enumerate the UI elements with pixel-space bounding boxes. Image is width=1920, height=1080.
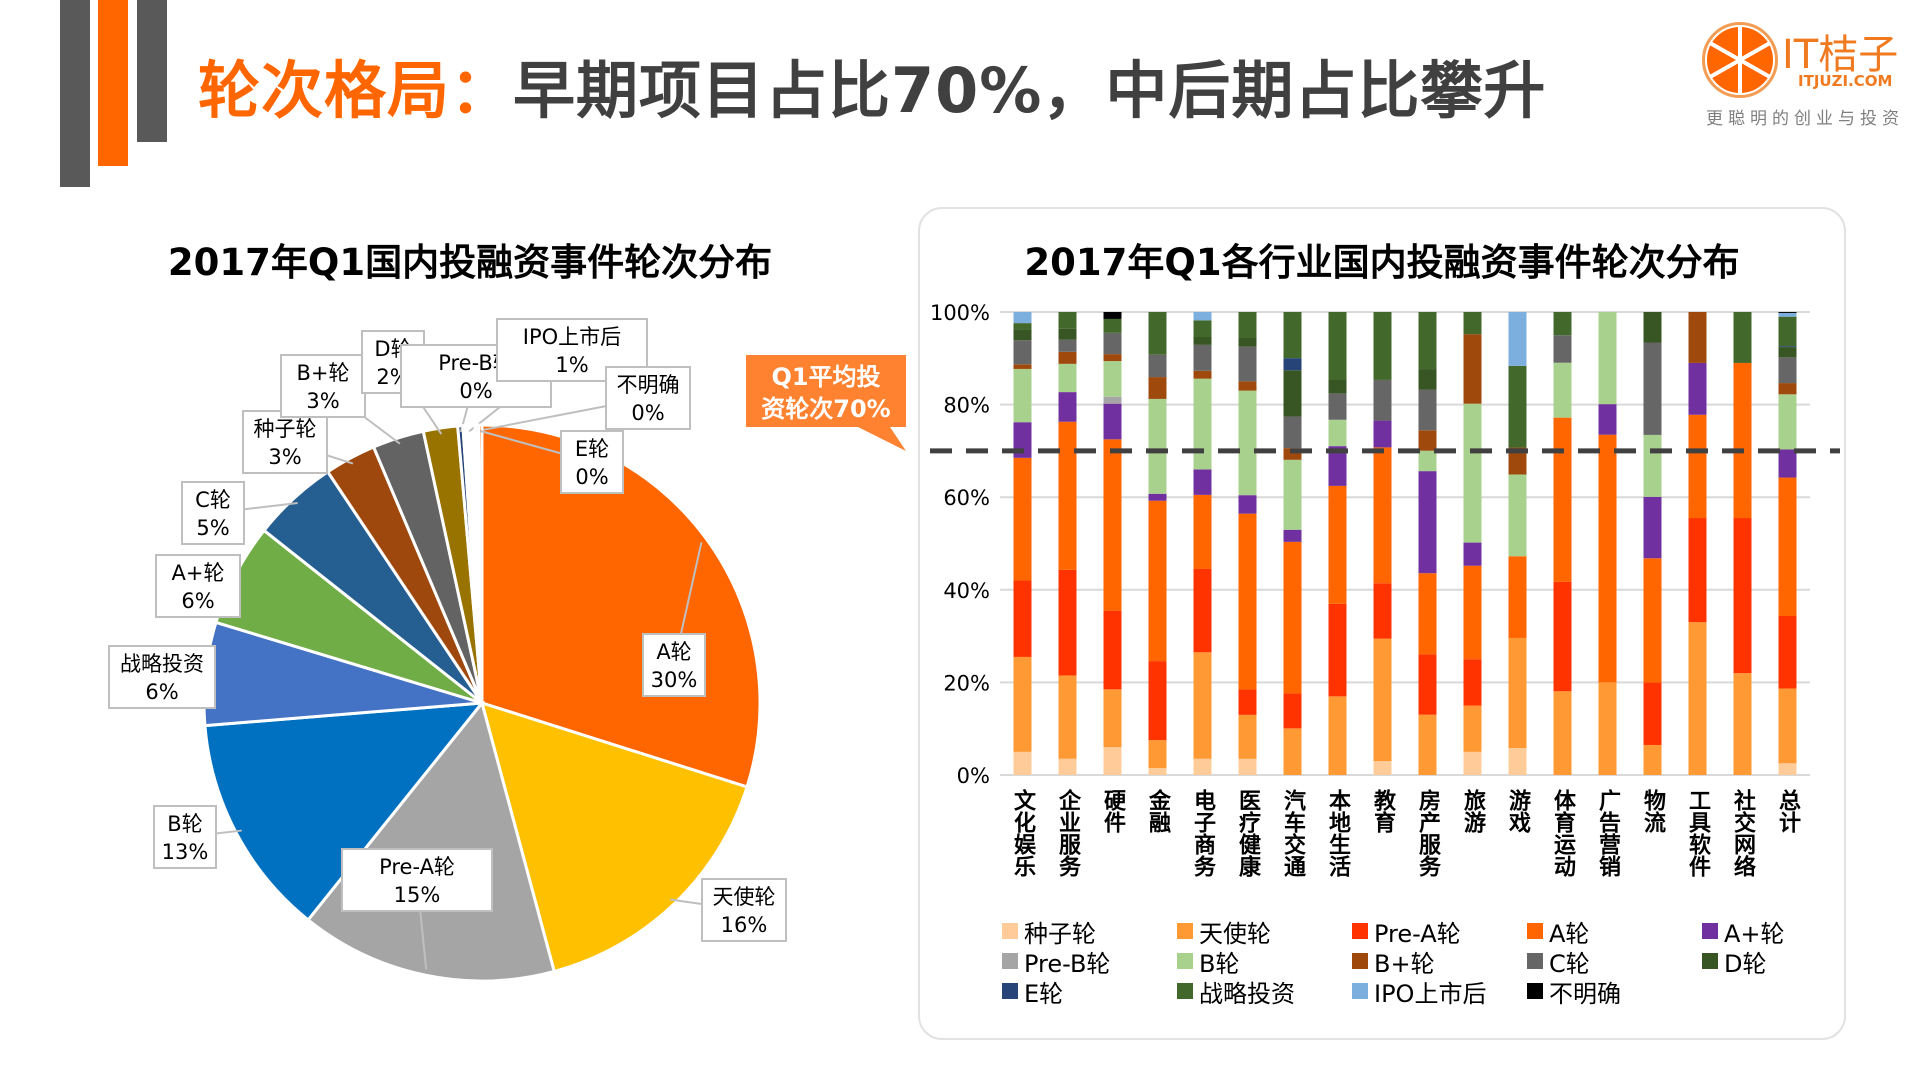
- company-logo: IT桔子 ITJUZI.COM 更聪明的创业与投资: [1698, 18, 1908, 129]
- pie-data-label-box: [341, 848, 493, 912]
- header-decoration-bar: [60, 0, 90, 187]
- legend-swatch: [1177, 923, 1193, 939]
- pie-data-label-box: [560, 430, 624, 494]
- pie-data-label-value: 0%: [631, 401, 664, 425]
- pie-data-label-category: B+轮: [296, 361, 349, 385]
- callout-bubble: [746, 355, 906, 451]
- pie-data-label-value: 15%: [394, 883, 441, 907]
- pie-data-label-value: 0%: [575, 465, 608, 489]
- pie-data-label-value: 6%: [181, 589, 214, 613]
- pie-data-label-box: [701, 878, 787, 942]
- page-title: 轮次格局：早期项目占比70%，中后期占比攀升: [198, 40, 1546, 130]
- legend-item: 战略投资: [1177, 976, 1295, 1008]
- pie-data-label-box: [108, 645, 216, 709]
- pie-data-label-category: C轮: [195, 488, 231, 512]
- legend-item: Pre-B轮: [1002, 946, 1111, 978]
- page-title-topic: 轮次格局：: [198, 54, 514, 127]
- pie-data-label-box: [153, 805, 217, 869]
- pie-data-label-value: 6%: [145, 680, 178, 704]
- logo-name: IT桔子: [1782, 32, 1899, 78]
- average-round-callout: Q1平均投 资轮次70%: [746, 355, 906, 451]
- pie-data-label-value: 3%: [268, 445, 301, 469]
- header-decoration-bar: [137, 0, 167, 142]
- legend-label: A轮: [1549, 919, 1590, 948]
- legend-label: 不明确: [1549, 979, 1621, 1008]
- pie-data-label-category: Pre-A轮: [379, 855, 455, 879]
- bar-chart-title: 2017年Q1各行业国内投融资事件轮次分布: [1024, 241, 1740, 284]
- pie-data-label-box: [242, 410, 328, 474]
- header-decoration-bar-accent: [98, 0, 128, 166]
- legend-label: C轮: [1549, 949, 1590, 978]
- legend-swatch: [1702, 953, 1718, 969]
- legend-swatch: [1352, 983, 1368, 999]
- pie-chart: A轮 30% 天使轮 16% Pre-A轮 15% B轮 13% 战略投资 6% A+轮 6% C轮 5%…: [108, 318, 787, 983]
- callout-line-1: Q1平均投: [771, 363, 881, 391]
- legend-swatch: [1002, 983, 1018, 999]
- legend-item: A+轮: [1702, 916, 1785, 948]
- pie-data-label-category: A+轮: [172, 561, 225, 585]
- legend-swatch: [1527, 923, 1543, 939]
- callout-text: Q1平均投 资轮次70%: [746, 361, 906, 425]
- legend-label: 天使轮: [1199, 919, 1271, 948]
- legend-label: B轮: [1199, 949, 1240, 978]
- pie-data-label-box: [642, 633, 706, 697]
- pie-data-label-category: 战略投资: [120, 652, 204, 676]
- legend-item: 不明确: [1527, 976, 1621, 1008]
- legend-label: D轮: [1724, 949, 1767, 978]
- pie-data-label-category: 不明确: [617, 373, 680, 397]
- legend-label: IPO上市后: [1374, 979, 1487, 1008]
- legend-item: B+轮: [1352, 946, 1435, 978]
- logo-slogan: 更聪明的创业与投资: [1706, 109, 1904, 129]
- page-title-headline: 早期项目占比70%，中后期占比攀升: [513, 54, 1547, 127]
- callout-line-2: 资轮次70%: [761, 395, 891, 423]
- pie-data-label-value: 3%: [306, 389, 339, 413]
- pie-data-label-category: E轮: [575, 437, 609, 461]
- pie-data-label-box: [155, 554, 241, 618]
- legend-item: E轮: [1002, 976, 1064, 1008]
- pie-data-label-category: A轮: [656, 640, 691, 664]
- orange-slice-icon: [1702, 22, 1778, 98]
- legend-item: IPO上市后: [1352, 976, 1487, 1008]
- pie-data-label-value: 0%: [459, 379, 492, 403]
- legend-item: Pre-A轮: [1352, 916, 1461, 948]
- pie-data-label-value: 1%: [555, 353, 588, 377]
- pie-data-label-value: 16%: [721, 913, 768, 937]
- logo-url: ITJUZI.COM: [1798, 72, 1893, 90]
- legend-label: Pre-B轮: [1024, 949, 1111, 978]
- legend-label: 战略投资: [1199, 979, 1295, 1008]
- pie-slice: [203, 701, 486, 922]
- legend-swatch: [1177, 983, 1193, 999]
- legend-item: C轮: [1527, 946, 1590, 978]
- legend-swatch: [1002, 953, 1018, 969]
- pie-data-label-category: B轮: [167, 812, 202, 836]
- pie-data-label-box: [605, 366, 691, 430]
- legend-item: 天使轮: [1177, 916, 1271, 948]
- pie-data-label-category: 种子轮: [254, 417, 317, 441]
- legend-label: E轮: [1024, 979, 1064, 1008]
- pie-data-label-value: 13%: [162, 840, 209, 864]
- legend-label: A+轮: [1724, 919, 1785, 948]
- legend-item: D轮: [1702, 946, 1767, 978]
- legend-label: 种子轮: [1024, 919, 1096, 948]
- legend-swatch: [1702, 923, 1718, 939]
- legend-label: Pre-A轮: [1374, 919, 1461, 948]
- pie-data-label-value: 30%: [651, 668, 698, 692]
- pie-slice: [479, 700, 749, 974]
- legend-item: 种子轮: [1002, 916, 1096, 948]
- pie-slice: [477, 423, 484, 704]
- pie-chart-title: 2017年Q1国内投融资事件轮次分布: [167, 241, 773, 284]
- pie-data-label-box: [181, 481, 245, 545]
- legend-swatch: [1527, 983, 1543, 999]
- pie-data-label-category: 天使轮: [713, 885, 776, 909]
- legend-swatch: [1002, 923, 1018, 939]
- pie-data-label-value: 5%: [196, 516, 229, 540]
- legend-label: B+轮: [1374, 949, 1435, 978]
- legend-swatch: [1352, 923, 1368, 939]
- legend-swatch: [1527, 953, 1543, 969]
- legend-swatch: [1352, 953, 1368, 969]
- legend-item: B轮: [1177, 946, 1240, 978]
- pie-data-label-category: IPO上市后: [523, 325, 621, 349]
- legend-swatch: [1177, 953, 1193, 969]
- legend-item: A轮: [1527, 916, 1590, 948]
